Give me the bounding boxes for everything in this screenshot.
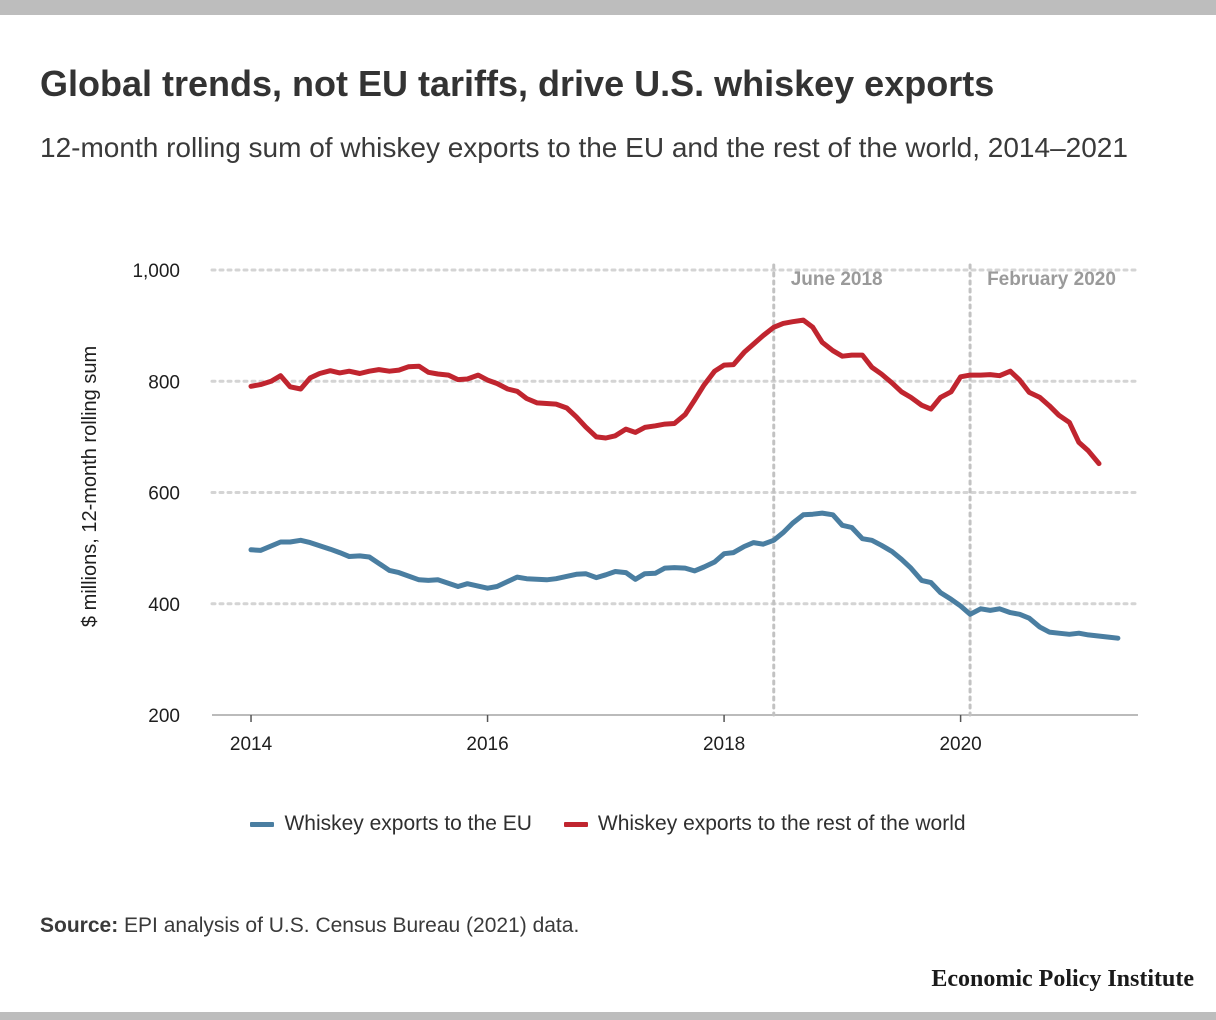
source-text: EPI analysis of U.S. Census Bureau (2021… (124, 914, 580, 937)
series-line-row (248, 317, 1102, 467)
chart-title: Global trends, not EU tariffs, drive U.S… (40, 63, 995, 104)
bottom-rule (0, 1012, 1216, 1020)
y-axis-title: $ millions, 12-month rolling sum (79, 346, 101, 627)
y-tick-label: 400 (148, 595, 180, 616)
series-line-eu (248, 510, 1121, 641)
y-tick-label: 800 (148, 372, 180, 393)
legend-swatch-eu (250, 821, 275, 827)
annotation-label: June 2018 (791, 269, 883, 290)
x-tick-label: 2016 (466, 734, 508, 755)
chart-subtitle: 12-month rolling sum of whiskey exports … (40, 132, 1128, 163)
y-tick-label: 600 (148, 484, 180, 505)
legend-label-eu: Whiskey exports to the EU (284, 812, 532, 835)
y-tick-label: 1,000 (132, 261, 180, 282)
x-tick-label: 2020 (939, 734, 981, 755)
x-tick-label: 2018 (703, 734, 745, 755)
source-note: Source: EPI analysis of U.S. Census Bure… (40, 914, 579, 938)
legend-item-row: Whiskey exports to the rest of the world (563, 812, 966, 836)
brand-logo: Economic Policy Institute (931, 966, 1194, 992)
chart-legend: Whiskey exports to the EU Whiskey export… (0, 812, 1216, 836)
legend-swatch-row (563, 821, 588, 827)
top-rule (0, 0, 1216, 15)
source-label: Source: (40, 914, 119, 937)
y-tick-label: 200 (148, 706, 180, 727)
legend-item-eu: Whiskey exports to the EU (250, 812, 532, 836)
annotation-label: February 2020 (987, 269, 1116, 290)
x-tick-label: 2014 (230, 734, 273, 755)
line-chart: 200 400 600 800 1,000 2014 2016 2018 2020 $ milli… (79, 261, 1140, 755)
legend-label-row: Whiskey exports to the rest of the world (597, 812, 966, 835)
